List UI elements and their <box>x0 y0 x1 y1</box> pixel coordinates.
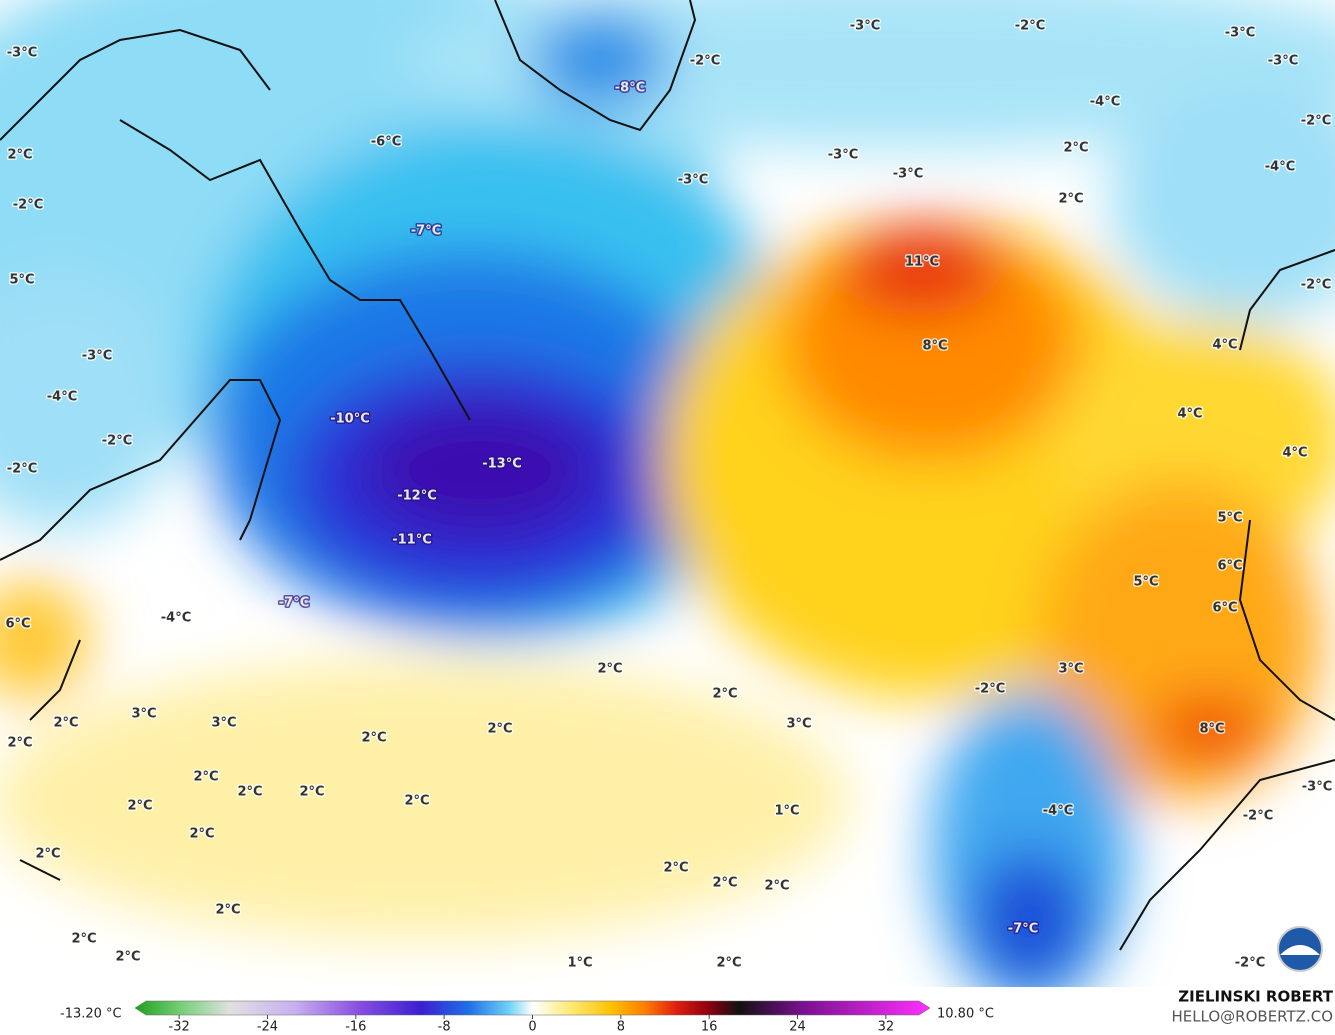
temperature-label: -3°C <box>850 19 880 34</box>
temperature-label: 2°C <box>127 799 152 814</box>
temperature-label: 2°C <box>299 785 324 800</box>
colorbar-max-label: 10.80 °C <box>937 1007 994 1022</box>
temperature-label: 3°C <box>1058 662 1083 677</box>
colorbar-tick-label: -24 <box>257 1020 278 1035</box>
temperature-label: 2°C <box>193 770 218 785</box>
temperature-label: -7°C <box>411 224 441 239</box>
temperature-label: -4°C <box>1090 95 1120 110</box>
colorbar: -13.20 °C 10.80 °C -32 -24 -16 -8 0 8 16 24 32 <box>60 1000 994 1035</box>
temperature-label: 4°C <box>1212 338 1237 353</box>
temperature-label: -2°C <box>975 682 1005 697</box>
temperature-label: -2°C <box>1301 114 1331 129</box>
temperature-label: -3°C <box>7 46 37 61</box>
temperature-label: -3°C <box>1302 780 1332 795</box>
temperature-label: 5°C <box>9 273 34 288</box>
temperature-label: 2°C <box>712 687 737 702</box>
temperature-label: 2°C <box>1058 192 1083 207</box>
temperature-label: 3°C <box>211 716 236 731</box>
temperature-label: 2°C <box>764 879 789 894</box>
temperature-label: -3°C <box>678 173 708 188</box>
temperature-label: 11°C <box>905 255 939 270</box>
temperature-label: -2°C <box>1235 956 1265 971</box>
temperature-label: 2°C <box>189 827 214 842</box>
temperature-label: -4°C <box>47 390 77 405</box>
temperature-label: 3°C <box>131 707 156 722</box>
colorbar-min-label: -13.20 °C <box>60 1007 122 1022</box>
temperature-label: -13°C <box>482 457 522 472</box>
credit-email: HELLO@ROBERTZ.CO <box>1171 1008 1333 1026</box>
temperature-label: -8°C <box>615 81 645 96</box>
colorbar-gradient <box>134 1000 931 1016</box>
temperature-label: 3°C <box>786 717 811 732</box>
credit-name: ZIELINSKI ROBERT <box>1178 988 1333 1006</box>
colorbar-tick-label: 16 <box>701 1020 718 1035</box>
temperature-label: 2°C <box>53 716 78 731</box>
temperature-label: 2°C <box>35 847 60 862</box>
temperature-label: -2°C <box>1243 809 1273 824</box>
colorbar-tick-label: 24 <box>789 1020 806 1035</box>
temperature-label: -4°C <box>1265 160 1295 175</box>
temperature-label: 2°C <box>404 794 429 809</box>
temperature-label: 8°C <box>922 339 947 354</box>
temperature-label: -2°C <box>7 462 37 477</box>
temperature-label: 2°C <box>237 785 262 800</box>
temperature-label: 2°C <box>716 956 741 971</box>
temperature-label: 2°C <box>7 148 32 163</box>
colorbar-tick-label: 32 <box>878 1020 895 1035</box>
temperature-label: -4°C <box>161 611 191 626</box>
temperature-label: -11°C <box>392 533 432 548</box>
temperature-label: 6°C <box>1217 559 1242 574</box>
map-field: -3°C -3°C -2°C -3°C -3°C -2°C -8°C -4°C -2°C -6°C… <box>0 0 1335 987</box>
temperature-label: 4°C <box>1282 446 1307 461</box>
temperature-label: -3°C <box>82 349 112 364</box>
colorbar-tick-label: 0 <box>528 1020 536 1035</box>
temperature-labels: -3°C -3°C -2°C -3°C -3°C -2°C -8°C -4°C -2°C -6°C… <box>4 17 1334 972</box>
temperature-label: 5°C <box>1217 511 1242 526</box>
colorbar-tick-label: 8 <box>617 1020 625 1035</box>
temperature-label: 6°C <box>5 617 30 632</box>
temperature-label: 2°C <box>215 903 240 918</box>
temperature-label: 8°C <box>1199 722 1224 737</box>
temperature-label: -2°C <box>13 198 43 213</box>
temperature-label: -2°C <box>690 54 720 69</box>
temperature-label: 6°C <box>1212 601 1237 616</box>
temperature-label: 2°C <box>7 736 32 751</box>
temperature-label: 2°C <box>597 662 622 677</box>
temperature-label: 2°C <box>663 861 688 876</box>
colorbar-tick-label: -32 <box>169 1020 190 1035</box>
temperature-label: 2°C <box>115 950 140 965</box>
temperature-label: 4°C <box>1177 407 1202 422</box>
temperature-label: -3°C <box>1225 26 1255 41</box>
temperature-label: 1°C <box>567 956 592 971</box>
temperature-label: -2°C <box>102 434 132 449</box>
colorbar-tick-label: -16 <box>345 1020 366 1035</box>
temperature-label: -3°C <box>1268 54 1298 69</box>
temperature-label: -7°C <box>279 596 309 611</box>
temperature-label: 2°C <box>1063 141 1088 156</box>
temperature-label: -3°C <box>893 167 923 182</box>
temperature-label: 2°C <box>487 722 512 737</box>
temperature-label: -7°C <box>1008 922 1038 937</box>
temperature-label: 2°C <box>361 731 386 746</box>
temperature-label: -2°C <box>1301 278 1331 293</box>
coastlines <box>0 0 1335 951</box>
temperature-label: 2°C <box>712 876 737 891</box>
temperature-label: -3°C <box>828 148 858 163</box>
temperature-label: -2°C <box>1015 19 1045 34</box>
temperature-label: -10°C <box>330 412 370 427</box>
temperature-label: -12°C <box>397 489 437 504</box>
temperature-label: -6°C <box>371 135 401 150</box>
temperature-label: -4°C <box>1043 804 1073 819</box>
colorbar-tick-label: -8 <box>438 1020 451 1035</box>
temperature-label: 1°C <box>774 804 799 819</box>
noaa-logo <box>1277 926 1323 972</box>
temperature-label: 2°C <box>71 932 96 947</box>
temperature-label: 5°C <box>1133 575 1158 590</box>
